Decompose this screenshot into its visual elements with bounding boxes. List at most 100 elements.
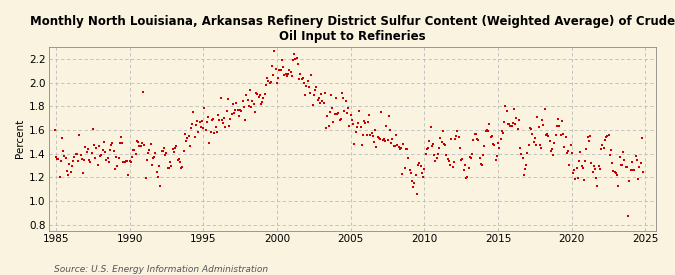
Point [280, 72, 291, 76]
Point [159, 145, 169, 150]
Point [220, 125, 231, 129]
Point [598, 146, 609, 151]
Point [601, 135, 612, 140]
Point [63, 172, 74, 177]
Point [51, 155, 61, 159]
Point [623, 214, 634, 218]
Point [101, 158, 112, 163]
Point [614, 155, 625, 160]
Point [556, 119, 567, 123]
Point [74, 133, 84, 137]
Point [252, 92, 263, 96]
Point [505, 124, 516, 129]
Point [494, 146, 505, 151]
Point [281, 73, 292, 78]
Point [392, 142, 403, 147]
Point [466, 155, 477, 160]
Point [531, 143, 541, 147]
Point [504, 122, 514, 126]
Point [372, 135, 383, 139]
Point [78, 171, 88, 175]
Point [408, 185, 418, 190]
Point [562, 151, 572, 155]
Point [172, 158, 183, 162]
Point [599, 137, 610, 142]
Text: Source: U.S. Energy Information Administration: Source: U.S. Energy Information Administ… [54, 265, 268, 274]
Point [631, 158, 642, 162]
Point [431, 155, 442, 160]
Point [469, 132, 480, 136]
Point [508, 106, 519, 111]
Point [558, 131, 568, 136]
Point [454, 135, 464, 139]
Point [425, 125, 436, 129]
Point [602, 134, 613, 139]
Point [286, 74, 297, 78]
Point [596, 147, 607, 151]
Point [485, 135, 496, 139]
Point [236, 109, 247, 113]
Point [154, 163, 165, 168]
Point [242, 98, 253, 103]
Point [473, 138, 484, 142]
Point [343, 106, 354, 111]
Point [202, 114, 213, 119]
Point [302, 79, 313, 83]
Point [79, 158, 90, 162]
Point [349, 142, 360, 147]
Point [581, 146, 592, 151]
Point [156, 149, 167, 153]
Point [424, 139, 435, 143]
Point [288, 58, 298, 62]
Point [304, 91, 315, 95]
Point [127, 155, 138, 160]
Point [436, 139, 447, 144]
Point [273, 76, 284, 81]
Point [577, 166, 588, 170]
Point [484, 122, 495, 126]
Point [502, 121, 513, 126]
Point [279, 73, 290, 77]
Point [535, 143, 545, 147]
Point [448, 160, 459, 164]
Point [430, 159, 441, 163]
Point [578, 178, 589, 182]
Point [429, 153, 439, 157]
Point [629, 168, 640, 172]
Point [322, 113, 333, 118]
Point [119, 160, 130, 164]
Point [234, 114, 244, 119]
Point [81, 150, 92, 155]
Point [292, 62, 303, 67]
Point [213, 112, 223, 117]
Point [230, 108, 241, 112]
Point [155, 184, 165, 188]
Point [346, 118, 357, 123]
Point [85, 160, 96, 164]
Point [619, 158, 630, 163]
Point [259, 92, 270, 97]
Point [335, 117, 346, 121]
Point [57, 136, 68, 140]
Point [383, 114, 394, 118]
Point [186, 126, 196, 130]
Point [526, 127, 537, 131]
Point [267, 64, 277, 68]
Point [352, 125, 362, 130]
Point [223, 124, 234, 128]
Point [160, 153, 171, 158]
Point [151, 169, 162, 174]
Point [481, 128, 492, 132]
Point [275, 68, 286, 72]
Point [536, 146, 547, 150]
Point [625, 167, 636, 172]
Point [523, 143, 534, 147]
Point [547, 147, 558, 152]
Point [563, 149, 574, 153]
Point [548, 153, 559, 158]
Point [198, 126, 209, 130]
Point [339, 109, 350, 113]
Point [324, 110, 335, 114]
Point [331, 96, 342, 100]
Point [244, 87, 255, 92]
